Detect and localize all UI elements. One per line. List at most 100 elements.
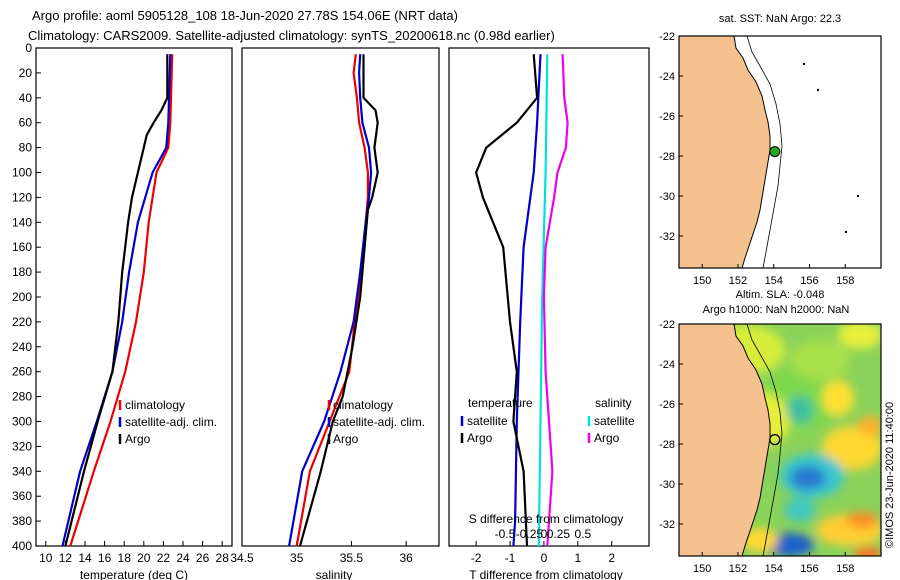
sla-map-title-2: Argo h1000: NaN h2000: NaN [703, 304, 850, 316]
s-difference-axis-ticks: -0.5 -0.250 0.25 0.5 [495, 527, 592, 541]
s-difference-tick-label: -0.25 [516, 527, 544, 541]
depth-tick-label: 60 [19, 116, 33, 130]
depth-tick-label: 360 [12, 489, 32, 503]
legend-climatology: climatology [125, 398, 185, 412]
temperature-tick-label: 16 [98, 551, 112, 565]
depth-tick-label: 40 [19, 91, 33, 105]
temperature-tick-label: 18 [118, 551, 132, 565]
island [856, 194, 860, 198]
legend-t-argo: Argo [467, 431, 493, 445]
s-difference-label: S difference from climatology [469, 512, 624, 526]
depth-tick-label: 380 [12, 514, 32, 528]
depth-tick-label: 400 [12, 539, 32, 553]
sst-map-lon-tick-label: 152 [729, 275, 747, 287]
temperature-tick-label: 14 [78, 551, 92, 565]
sla-map-lon-tick-label: 150 [693, 563, 711, 575]
temperature-tick-label: 10 [39, 551, 53, 565]
island [816, 88, 820, 92]
t-difference-tick-label: 0 [541, 551, 548, 565]
legend-s-argo: Argo [594, 431, 620, 445]
temperature-tick-label: 22 [157, 551, 171, 565]
sst-map-lat-tick-label: -30 [659, 191, 675, 203]
t-difference-tick-label: 1 [574, 551, 581, 565]
difference-line-temperature-satellite [512, 54, 542, 546]
legend-argo: Argo [125, 432, 151, 446]
difference-series [475, 54, 569, 546]
depth-tick-label: 0 [25, 41, 32, 55]
island [802, 62, 806, 66]
sst-map-lon-tick-label: 154 [765, 275, 783, 287]
salinity-axis-ticks: 34.5 35 35.5 36 [230, 541, 413, 565]
sst-map-frame [678, 35, 882, 269]
land-mass [679, 324, 771, 556]
temperature-line-climatology [69, 54, 174, 546]
sst-map-lat-tick-label: -22 [659, 31, 675, 43]
depth-tick-label: 180 [12, 265, 32, 279]
sst-map-axis-ticks: -22 -24 -26 -28 -30 -32 150 152 154 156 158 [659, 31, 854, 287]
s-difference-tick-label: 0 [541, 527, 548, 541]
sla-map-axis-ticks: -22 -24 -26 -28 -30 -32 150 152 154 156 158 [659, 319, 854, 575]
t-difference-tick-label: -2 [471, 551, 482, 565]
temperature-xlabel: temperature (deg C) [80, 568, 188, 580]
sst-map-title: sat. SST: NaN Argo: 22.3 [719, 13, 841, 25]
argo-float-marker [769, 433, 781, 446]
depth-tick-label: 300 [12, 415, 32, 429]
legend-s-satellite: satellite [594, 414, 635, 428]
sst-map-lat-tick-label: -24 [659, 71, 675, 83]
s-difference-tick-label: 0.5 [575, 527, 592, 541]
temperature-tick-label: 28 [216, 551, 230, 565]
sst-map-lat-tick-label: -32 [659, 231, 675, 243]
depth-tick-label: 160 [12, 240, 32, 254]
sla-map-lon-tick-label: 152 [729, 563, 747, 575]
temperature-line-satellite-adj-clim- [61, 54, 172, 546]
legend-t-satellite: satellite [467, 414, 508, 428]
legend-climatology: climatology [333, 398, 393, 412]
temperature-plot-frame [35, 47, 233, 547]
difference-line-temperature-argo [475, 54, 539, 546]
salinity-tick-label: 35.5 [340, 551, 364, 565]
figure-title-line1: Argo profile: aoml 5905128_108 18-Jun-20… [32, 8, 458, 23]
salinity-plot-frame [241, 47, 440, 547]
t-difference-tick-label: -1 [505, 551, 516, 565]
salinity-legend: climatology satellite-adj. clim. Argo [327, 398, 425, 446]
depth-tick-label: 200 [12, 290, 32, 304]
temperature-tick-label: 26 [196, 551, 210, 565]
salinity-panel: 34.5 35 35.5 36 salinity climatology satell… [230, 47, 440, 580]
sla-map-lat-tick-label: -32 [659, 519, 675, 531]
salinity-tick-label: 35 [290, 551, 304, 565]
difference-legend: temperature salinity satellite Argo sate… [460, 396, 635, 445]
salinity-series [288, 54, 379, 546]
depth-tick-label: 240 [12, 340, 32, 354]
difference-line-salinity-argo [542, 54, 569, 546]
sla-map-panel: Altim. SLA: -0.048 Argo h1000: NaN h2000… [659, 289, 882, 575]
depth-tick-label: 320 [12, 439, 32, 453]
sst-map-panel: sat. SST: NaN Argo: 22.3 -22 -24 -26 -28 -30… [659, 13, 882, 287]
temperature-line-argo [64, 54, 169, 546]
depth-tick-label: 140 [12, 215, 32, 229]
sla-map-lat-tick-label: -30 [659, 479, 675, 491]
land-mass [679, 36, 771, 268]
temperature-axis-ticks: 10 12 14 16 18 20 22 24 26 28 [39, 541, 229, 565]
temperature-tick-label: 24 [176, 551, 190, 565]
sla-map-title-1: Altim. SLA: -0.048 [736, 289, 825, 301]
depth-tick-label: 340 [12, 464, 32, 478]
salinity-line-argo [298, 54, 379, 546]
sst-map-lon-tick-label: 158 [836, 275, 854, 287]
salinity-xlabel: salinity [316, 568, 353, 580]
temperature-tick-label: 20 [137, 551, 151, 565]
depth-tick-label: 80 [19, 141, 33, 155]
temperature-panel: 0 20 40 60 80 100 120 140 160 180 200 220 240 260 280 3… [12, 41, 233, 580]
argo-float-marker [769, 146, 781, 158]
salinity-tick-label: 36 [399, 551, 413, 565]
sla-map-lon-tick-label: 158 [836, 563, 854, 575]
t-difference-tick-label: 2 [608, 551, 615, 565]
imos-credit: ©IMOS 23-Jun-2020 11:40:00 [884, 402, 896, 548]
legend-satellite: satellite-adj. clim. [125, 415, 217, 429]
sst-map-lon-tick-label: 150 [693, 275, 711, 287]
depth-tick-label: 220 [12, 315, 32, 329]
sst-map-lat-tick-label: -26 [659, 111, 675, 123]
difference-panel: -2 -1 0 1 2 -0.5 -0.250 0.25 0.5 S difference f… [448, 47, 650, 580]
t-difference-xlabel: T difference from climatology [469, 568, 623, 580]
depth-tick-label: 100 [12, 166, 32, 180]
